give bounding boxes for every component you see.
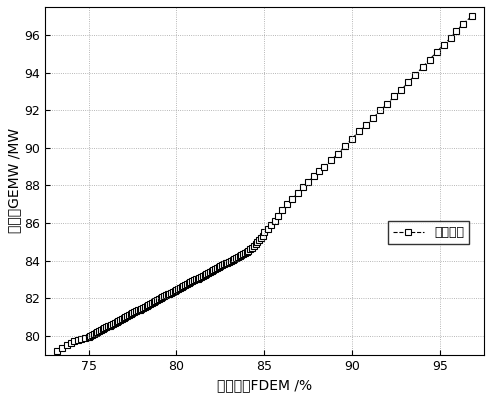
X-axis label: 总阀位值FDEM /%: 总阀位值FDEM /% bbox=[217, 378, 312, 392]
Y-axis label: 功率值GEMW /MW: 功率值GEMW /MW bbox=[7, 128, 21, 233]
优化结果 bbox=[136, 307, 142, 312]
优化结果 bbox=[93, 331, 99, 336]
优化结果 bbox=[75, 337, 81, 342]
优化结果 bbox=[54, 348, 60, 353]
优化结果 bbox=[173, 287, 179, 292]
优化结果 bbox=[469, 14, 475, 19]
优化结果 bbox=[182, 283, 188, 288]
Line: 优化结果: 优化结果 bbox=[54, 14, 474, 354]
优化结果 bbox=[156, 297, 162, 302]
Legend: 优化结果: 优化结果 bbox=[388, 221, 469, 245]
